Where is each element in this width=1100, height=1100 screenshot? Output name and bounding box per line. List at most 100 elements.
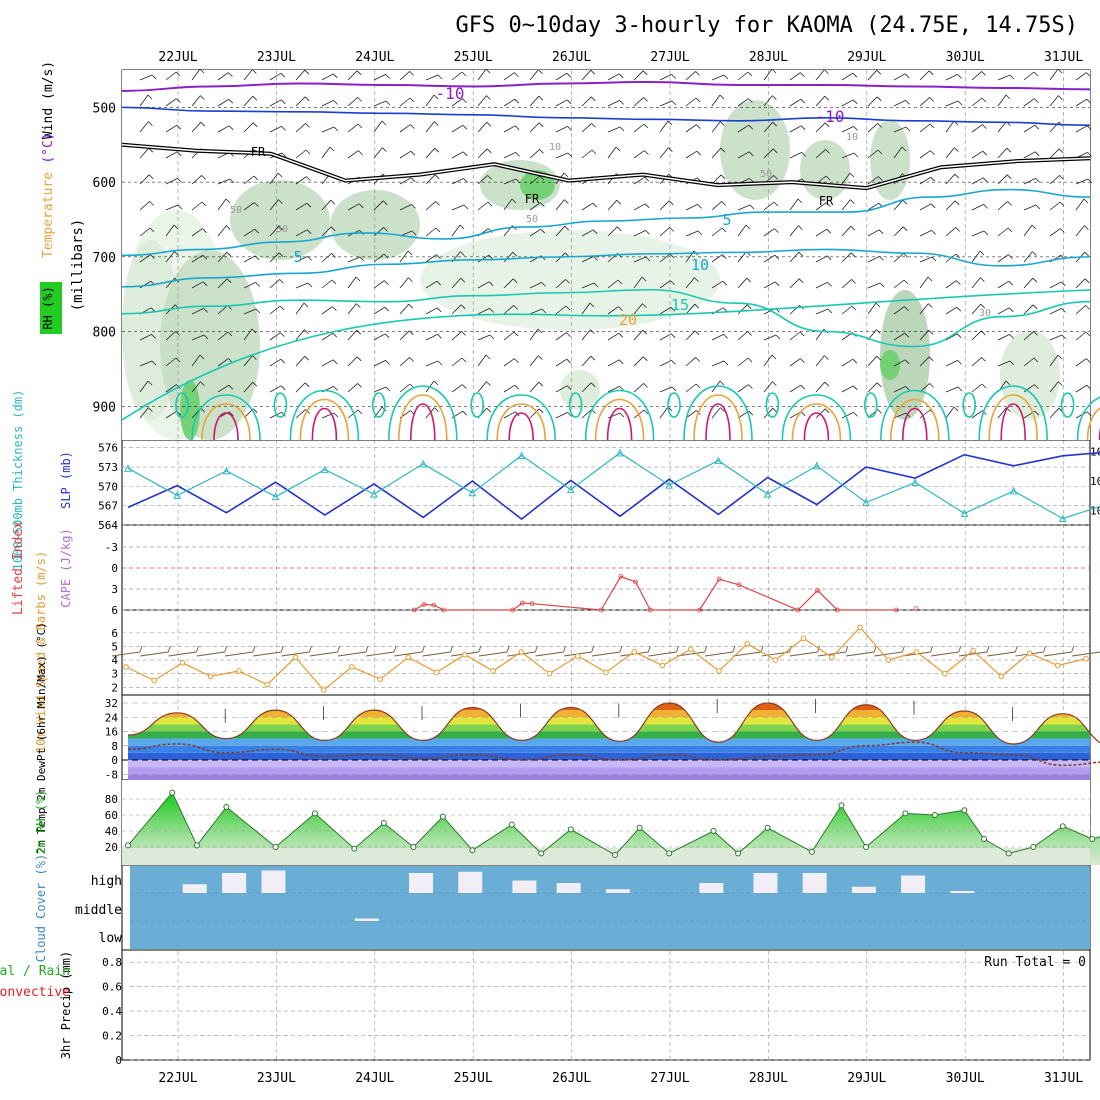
upper-air-barb — [217, 125, 230, 133]
upper-air-barb — [815, 282, 828, 289]
upper-air-barb — [139, 121, 149, 133]
upper-air-barb — [139, 227, 151, 237]
upper-air-barb — [1023, 71, 1035, 81]
upper-air-barb-feather — [330, 226, 336, 232]
upper-air-barb — [555, 412, 568, 419]
upper-air-barb — [841, 412, 854, 419]
upper-air-barb-feather — [641, 276, 647, 282]
lifted-index-marker — [697, 607, 702, 613]
upper-air-barb — [165, 410, 178, 419]
upper-air-barb — [477, 68, 487, 81]
upper-air-barb-feather — [202, 254, 208, 260]
upper-air-barb — [945, 227, 956, 237]
upper-air-barb — [191, 334, 205, 341]
thickness-marker — [1009, 486, 1018, 495]
upper-air-barb — [919, 303, 929, 315]
upper-air-barb-feather — [748, 151, 754, 157]
upper-air-barb-feather — [515, 152, 520, 157]
upper-air-barb — [321, 253, 332, 263]
upper-air-barb — [1075, 178, 1089, 185]
upper-air-barb — [399, 150, 412, 159]
upper-air-barb-feather — [1057, 68, 1063, 74]
upper-air-barb — [1049, 68, 1059, 81]
upper-air-barb-feather — [957, 360, 962, 365]
upper-air-barb — [1023, 178, 1036, 185]
upper-air-barb — [191, 68, 201, 81]
upper-air-barb — [763, 254, 776, 263]
upper-air-barb — [165, 98, 177, 107]
upper-air-barb — [269, 126, 282, 133]
day-label-top: 23JUL — [257, 50, 296, 65]
upper-air-barb — [451, 384, 463, 393]
upper-air-barb-feather — [1033, 331, 1038, 336]
rh-marker — [223, 804, 230, 810]
wind-barb-feather — [676, 645, 679, 653]
upper-air-barb — [503, 384, 516, 393]
upper-air-barb — [295, 229, 308, 237]
upper-air-barb-feather — [252, 95, 258, 101]
upper-air-barb — [737, 98, 749, 107]
upper-air-barb — [165, 178, 178, 185]
upper-air-barb-feather — [745, 224, 751, 230]
warm-contours — [121, 289, 1100, 441]
upper-air-barb — [633, 176, 646, 185]
upper-air-barb-feather — [929, 123, 935, 129]
upper-air-barb — [841, 305, 853, 315]
upper-air-barb-feather — [434, 407, 439, 412]
temperature-unit-label: (°C) — [41, 132, 56, 163]
upper-air-barb — [841, 172, 851, 185]
upper-air-barb — [269, 172, 279, 185]
upper-air-barb-feather — [1035, 204, 1041, 210]
upper-air-barb-feather — [877, 409, 882, 414]
upper-air-barb-feather — [618, 359, 624, 365]
upper-air-barb-feather — [304, 329, 309, 334]
upper-air-barb-feather — [954, 173, 960, 179]
upper-air-barb-feather — [228, 384, 234, 390]
upper-air-barb-feather — [618, 306, 623, 311]
upper-air-barb-feather — [175, 357, 181, 363]
rh-marker — [169, 789, 176, 796]
upper-air-barb-feather — [541, 282, 546, 287]
upper-air-barb — [451, 204, 465, 211]
rh-marker — [612, 852, 619, 858]
upper-air-barb-feather — [852, 99, 858, 105]
wind-barb — [1071, 651, 1100, 657]
pressure-axis-label: (millibars) — [70, 219, 86, 312]
rh-marker — [636, 824, 643, 831]
upper-air-barb-feather — [980, 277, 985, 282]
upper-air-barb-feather — [876, 69, 882, 75]
wind-barb — [817, 651, 846, 657]
upper-air-barb — [1075, 305, 1086, 315]
upper-air-barb-feather — [1087, 178, 1093, 184]
upper-air-barb-feather — [905, 126, 911, 132]
upper-air-barb-feather — [1058, 95, 1063, 100]
day-label-bottom: 24JUL — [355, 1071, 394, 1086]
upper-air-barb — [867, 96, 878, 107]
upper-air-barb — [971, 410, 983, 419]
wind-speed-marker — [462, 651, 468, 658]
upper-air-barb — [217, 278, 228, 289]
wind-barb — [591, 651, 621, 657]
thickness-marker — [911, 478, 920, 486]
upper-air-barb — [867, 176, 879, 185]
upper-air-barb-feather — [463, 178, 468, 183]
upper-air-barb — [399, 124, 411, 133]
contour-label: 15 — [671, 296, 689, 314]
upper-air-barb — [659, 120, 669, 133]
upper-air-barb — [971, 383, 983, 393]
upper-air-barb-feather — [486, 381, 491, 386]
temperature-contour — [121, 188, 1091, 257]
upper-air-barb-feather — [1084, 225, 1089, 230]
upper-air-barb-feather — [1031, 224, 1037, 230]
upper-air-barb — [1075, 384, 1088, 393]
upper-air-barb-feather — [824, 408, 830, 414]
upper-air-barb — [165, 151, 178, 159]
upper-air-barb — [425, 74, 439, 81]
upper-air-barb-feather — [1032, 277, 1038, 283]
precip-axis-label: 3hr Precip (mm) — [59, 951, 73, 1059]
wind-barb — [676, 651, 705, 657]
warm-contour — [496, 403, 546, 441]
upper-air-barb-feather — [591, 123, 596, 128]
warm-contour — [1000, 403, 1026, 441]
upper-air-barb-feather — [957, 74, 962, 79]
